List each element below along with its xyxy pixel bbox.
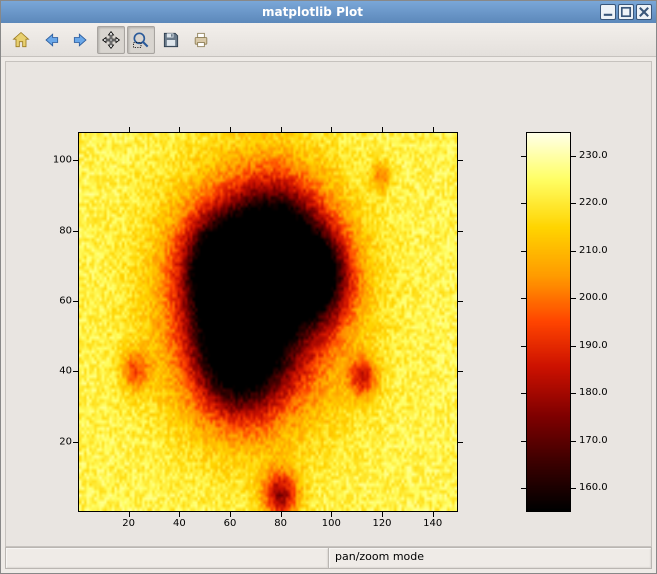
main-panel: 20 40 60 80 100 20 40 60 80 100 120 140 160.0 170.0… — [1, 57, 656, 573]
colorbar-tick-label: 180.0 — [579, 387, 619, 398]
zoom-rect-icon — [131, 30, 151, 50]
pan-button[interactable] — [97, 26, 125, 54]
back-button[interactable] — [37, 26, 65, 54]
xtick-label: 100 — [320, 518, 342, 529]
forward-button[interactable] — [67, 26, 95, 54]
xtick-label: 80 — [270, 518, 292, 529]
back-arrow-icon — [41, 30, 61, 50]
maximize-button[interactable] — [618, 4, 634, 20]
app-window: matplotlib Plot — [0, 0, 657, 574]
colorbar-tick-label: 160.0 — [579, 482, 619, 493]
floppy-icon — [161, 30, 181, 50]
colorbar-tick-label: 220.0 — [579, 197, 619, 208]
xtick-label: 40 — [168, 518, 190, 529]
xtick-label: 60 — [219, 518, 241, 529]
close-button[interactable] — [636, 4, 652, 20]
ytick-label: 40 — [44, 366, 72, 377]
xtick-label: 140 — [422, 518, 444, 529]
colorbar-tick-label: 170.0 — [579, 435, 619, 446]
home-icon — [11, 30, 31, 50]
ytick-label: 80 — [44, 225, 72, 236]
print-button[interactable] — [187, 26, 215, 54]
ytick-label: 20 — [44, 436, 72, 447]
heatmap-image — [79, 133, 457, 511]
colorbar-gradient — [527, 133, 570, 511]
figure-canvas: 20 40 60 80 100 20 40 60 80 100 120 140 160.0 170.0… — [6, 62, 651, 546]
colorbar — [526, 132, 571, 512]
colorbar-tick-label: 210.0 — [579, 245, 619, 256]
colorbar-tick-label: 230.0 — [579, 150, 619, 161]
save-button[interactable] — [157, 26, 185, 54]
titlebar[interactable]: matplotlib Plot — [1, 1, 656, 23]
plot-area[interactable]: 20 40 60 80 100 20 40 60 80 100 120 140 160.0 170.0… — [5, 61, 652, 547]
move-icon — [101, 30, 121, 50]
minimize-button[interactable] — [600, 4, 616, 20]
status-left — [5, 547, 328, 569]
colorbar-tick-label: 190.0 — [579, 340, 619, 351]
home-button[interactable] — [7, 26, 35, 54]
ytick-label: 60 — [44, 295, 72, 306]
statusbar: pan/zoom mode — [5, 547, 652, 569]
status-right: pan/zoom mode — [328, 547, 652, 569]
window-title: matplotlib Plot — [25, 5, 600, 19]
forward-arrow-icon — [71, 30, 91, 50]
heatmap-axes — [78, 132, 458, 512]
xtick-label: 20 — [118, 518, 140, 529]
printer-icon — [191, 30, 211, 50]
colorbar-tick-label: 200.0 — [579, 292, 619, 303]
xtick-label: 120 — [371, 518, 393, 529]
toolbar — [1, 23, 656, 57]
zoom-button[interactable] — [127, 26, 155, 54]
ytick-label: 100 — [44, 155, 72, 166]
